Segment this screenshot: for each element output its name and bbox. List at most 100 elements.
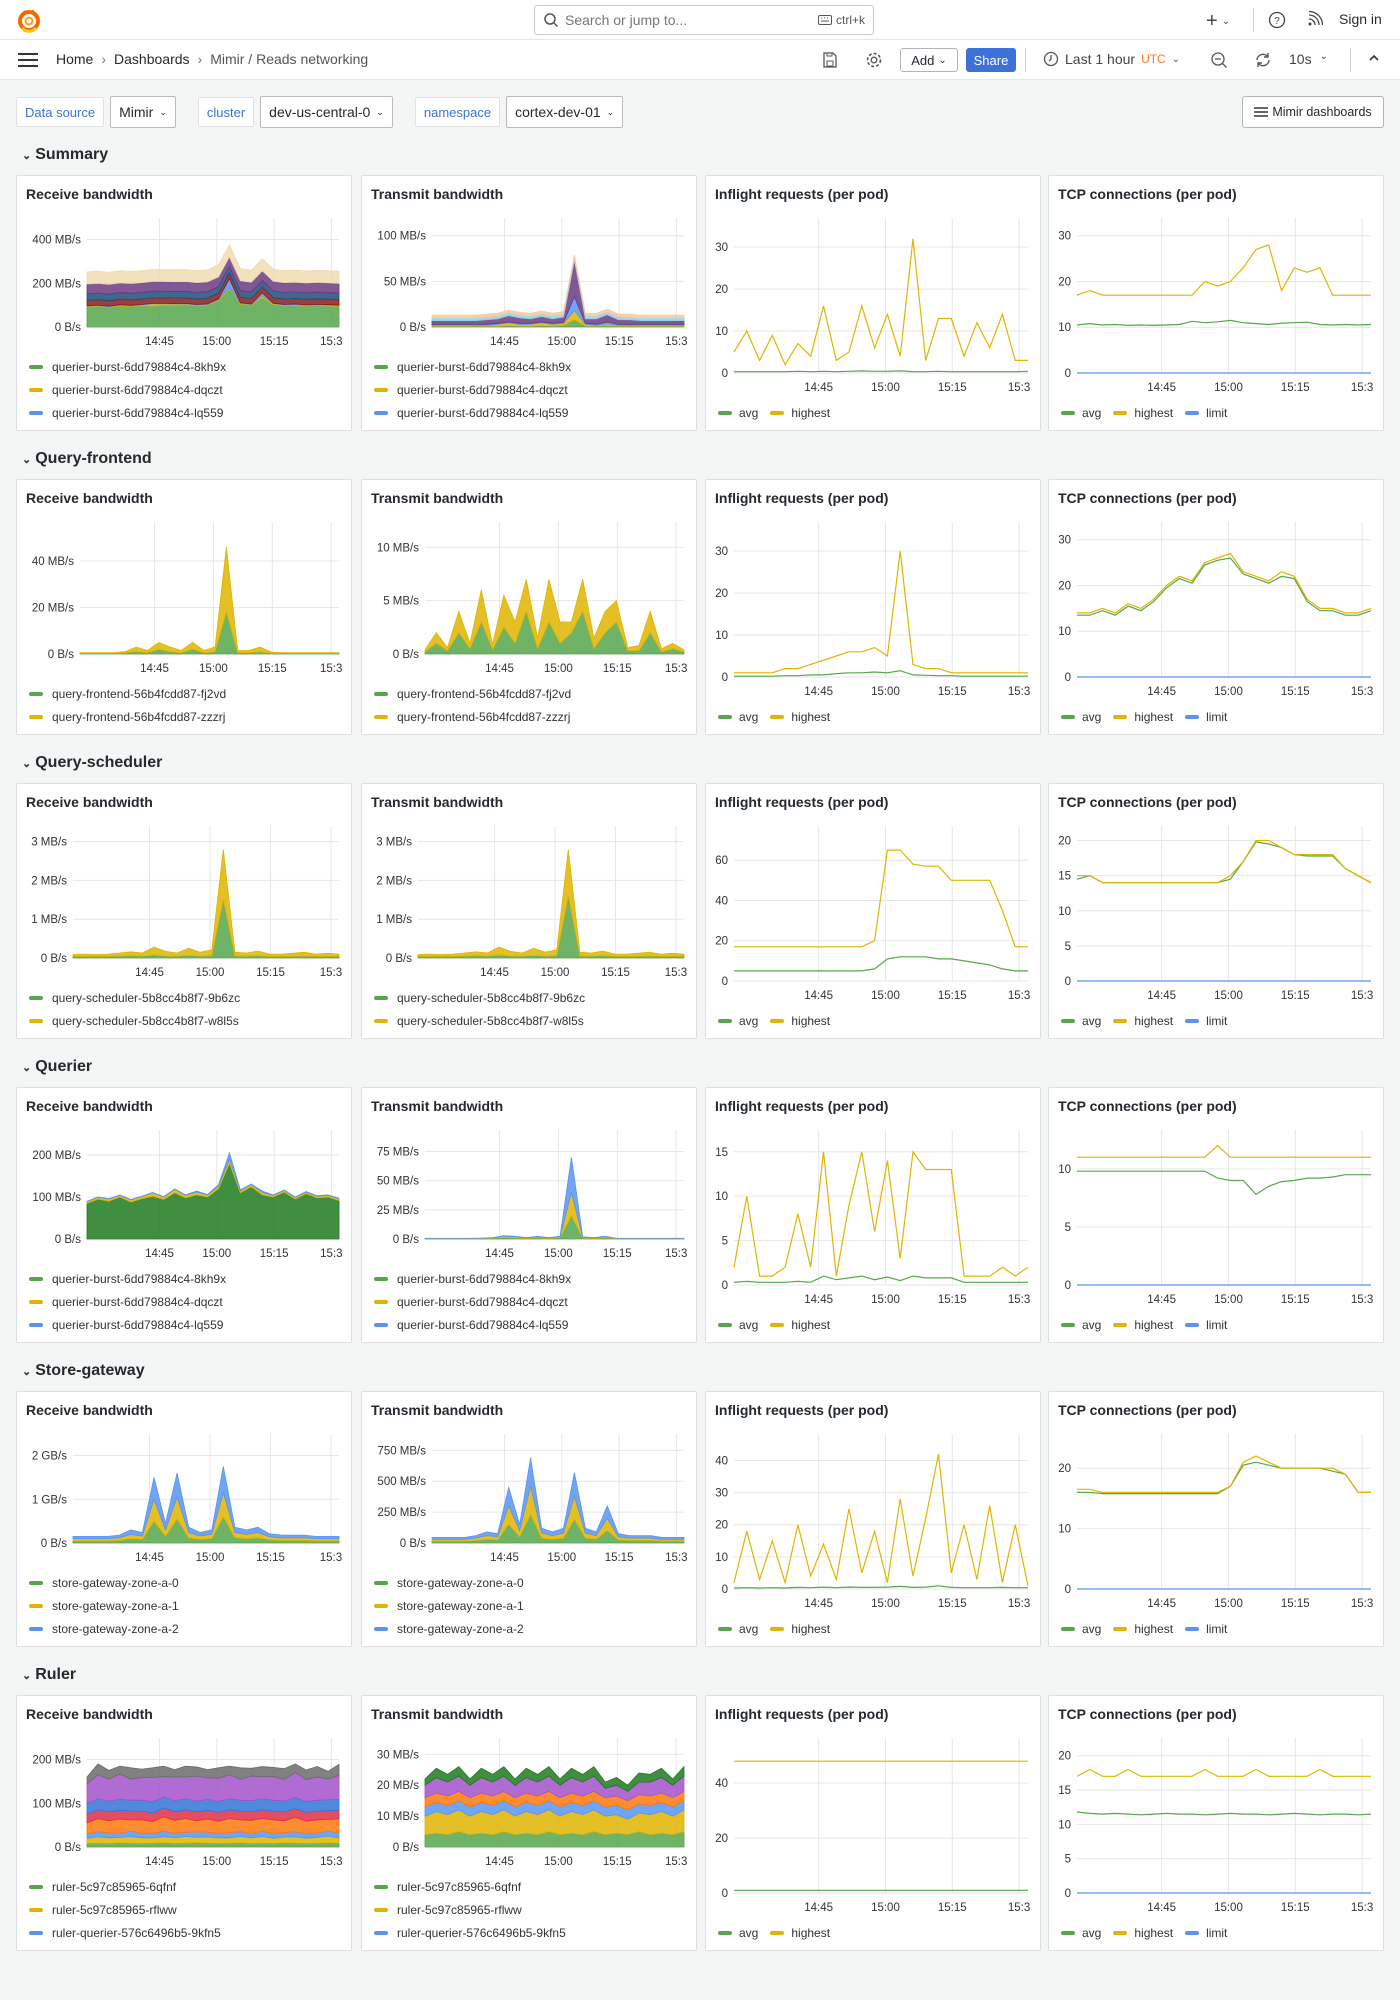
legend-item[interactable]: avg bbox=[718, 705, 758, 728]
legend-item[interactable]: highest bbox=[770, 1009, 830, 1032]
help-icon[interactable]: ? bbox=[1268, 11, 1286, 29]
legend-item[interactable]: querier-burst-6dd79884c4-lq559 bbox=[374, 1313, 571, 1336]
legend-item[interactable]: query-scheduler-5b8cc4b8f7-9b6zc bbox=[29, 986, 240, 1009]
panel-title[interactable]: Receive bandwidth bbox=[26, 186, 153, 202]
panel-title[interactable]: Transmit bandwidth bbox=[371, 1706, 504, 1722]
legend-item[interactable]: ruler-5c97c85965-6qfnf bbox=[29, 1875, 221, 1898]
panel-title[interactable]: Inflight requests (per pod) bbox=[715, 1098, 889, 1114]
legend-item[interactable]: ruler-5c97c85965-rflww bbox=[374, 1898, 566, 1921]
legend-item[interactable]: ruler-querier-576c6496b5-9kfn5 bbox=[29, 1921, 221, 1944]
legend-item[interactable]: query-scheduler-5b8cc4b8f7-w8l5s bbox=[29, 1009, 240, 1032]
legend-item[interactable]: highest bbox=[1113, 705, 1173, 728]
legend-item[interactable]: highest bbox=[770, 1313, 830, 1336]
panel-title[interactable]: Transmit bandwidth bbox=[371, 1098, 504, 1114]
legend-item[interactable]: highest bbox=[1113, 1617, 1173, 1640]
section-header-summary[interactable]: ⌄ Summary bbox=[22, 146, 108, 164]
legend-item[interactable]: avg bbox=[718, 1921, 758, 1944]
legend-item[interactable]: querier-burst-6dd79884c4-dqczt bbox=[374, 378, 571, 401]
section-header-query-scheduler[interactable]: ⌄ Query-scheduler bbox=[22, 754, 162, 772]
legend-item[interactable]: avg bbox=[1061, 1617, 1101, 1640]
new-plus-icon[interactable]: + ⌄ bbox=[1206, 10, 1231, 32]
section-header-store-gateway[interactable]: ⌄ Store-gateway bbox=[22, 1362, 145, 1380]
legend-item[interactable]: querier-burst-6dd79884c4-lq559 bbox=[29, 401, 226, 424]
legend-item[interactable]: querier-burst-6dd79884c4-dqczt bbox=[29, 378, 226, 401]
legend-item[interactable]: limit bbox=[1185, 1009, 1227, 1032]
legend-item[interactable]: avg bbox=[718, 1617, 758, 1640]
legend-item[interactable]: store-gateway-zone-a-0 bbox=[374, 1571, 524, 1594]
panel-title[interactable]: Inflight requests (per pod) bbox=[715, 490, 889, 506]
legend-item[interactable]: query-frontend-56b4fcdd87-fj2vd bbox=[29, 682, 226, 705]
panel-title[interactable]: TCP connections (per pod) bbox=[1058, 186, 1237, 202]
add-button[interactable]: Add ⌄ bbox=[900, 48, 958, 72]
news-feed-icon[interactable] bbox=[1307, 11, 1323, 27]
legend-item[interactable]: store-gateway-zone-a-1 bbox=[374, 1594, 524, 1617]
legend-item[interactable]: ruler-5c97c85965-6qfnf bbox=[374, 1875, 566, 1898]
panel-title[interactable]: Receive bandwidth bbox=[26, 490, 153, 506]
section-header-ruler[interactable]: ⌄ Ruler bbox=[22, 1666, 76, 1684]
legend-item[interactable]: limit bbox=[1185, 705, 1227, 728]
section-header-querier[interactable]: ⌄ Querier bbox=[22, 1058, 92, 1076]
legend-item[interactable]: highest bbox=[1113, 1313, 1173, 1336]
legend-item[interactable]: highest bbox=[770, 705, 830, 728]
legend-item[interactable]: query-scheduler-5b8cc4b8f7-9b6zc bbox=[374, 986, 585, 1009]
legend-item[interactable]: query-frontend-56b4fcdd87-zzzrj bbox=[29, 705, 226, 728]
panel-title[interactable]: Inflight requests (per pod) bbox=[715, 1706, 889, 1722]
panel-title[interactable]: Receive bandwidth bbox=[26, 1098, 153, 1114]
panel-title[interactable]: TCP connections (per pod) bbox=[1058, 1706, 1237, 1722]
legend-item[interactable]: limit bbox=[1185, 1313, 1227, 1336]
legend-item[interactable]: querier-burst-6dd79884c4-dqczt bbox=[29, 1290, 226, 1313]
panel-title[interactable]: TCP connections (per pod) bbox=[1058, 490, 1237, 506]
legend-item[interactable]: highest bbox=[1113, 1921, 1173, 1944]
time-range-picker[interactable]: Last 1 hour UTC ⌄ bbox=[1043, 51, 1180, 67]
breadcrumb-home[interactable]: Home bbox=[56, 51, 94, 67]
panel-title[interactable]: Inflight requests (per pod) bbox=[715, 794, 889, 810]
panel-title[interactable]: Transmit bandwidth bbox=[371, 1402, 504, 1418]
legend-item[interactable]: querier-burst-6dd79884c4-8kh9x bbox=[29, 1267, 226, 1290]
zoom-out-icon[interactable] bbox=[1210, 51, 1228, 69]
legend-item[interactable]: avg bbox=[718, 1009, 758, 1032]
panel-title[interactable]: TCP connections (per pod) bbox=[1058, 1402, 1237, 1418]
chevron-up-icon[interactable] bbox=[1368, 52, 1380, 64]
legend-item[interactable]: querier-burst-6dd79884c4-8kh9x bbox=[374, 1267, 571, 1290]
legend-item[interactable]: avg bbox=[1061, 1009, 1101, 1032]
cluster-select[interactable]: dev-us-central-0 ⌄ bbox=[260, 96, 393, 128]
panel-title[interactable]: TCP connections (per pod) bbox=[1058, 1098, 1237, 1114]
legend-item[interactable]: querier-burst-6dd79884c4-dqczt bbox=[374, 1290, 571, 1313]
datasource-select[interactable]: Mimir ⌄ bbox=[110, 96, 176, 128]
search-input[interactable]: Search or jump to... ctrl+k bbox=[534, 5, 874, 35]
legend-item[interactable]: querier-burst-6dd79884c4-8kh9x bbox=[29, 355, 226, 378]
legend-item[interactable]: querier-burst-6dd79884c4-lq559 bbox=[29, 1313, 226, 1336]
legend-item[interactable]: querier-burst-6dd79884c4-lq559 bbox=[374, 401, 571, 424]
sign-in-link[interactable]: Sign in bbox=[1339, 11, 1382, 27]
panel-title[interactable]: Transmit bandwidth bbox=[371, 490, 504, 506]
panel-title[interactable]: Receive bandwidth bbox=[26, 1402, 153, 1418]
grafana-logo-icon[interactable] bbox=[16, 7, 42, 33]
legend-item[interactable]: limit bbox=[1185, 401, 1227, 424]
legend-item[interactable]: avg bbox=[1061, 1921, 1101, 1944]
legend-item[interactable]: store-gateway-zone-a-0 bbox=[29, 1571, 179, 1594]
legend-item[interactable]: limit bbox=[1185, 1921, 1227, 1944]
settings-gear-icon[interactable] bbox=[865, 51, 883, 69]
legend-item[interactable]: query-scheduler-5b8cc4b8f7-w8l5s bbox=[374, 1009, 585, 1032]
legend-item[interactable]: avg bbox=[718, 1313, 758, 1336]
panel-title[interactable]: Inflight requests (per pod) bbox=[715, 1402, 889, 1418]
legend-item[interactable]: store-gateway-zone-a-2 bbox=[374, 1617, 524, 1640]
legend-item[interactable]: store-gateway-zone-a-1 bbox=[29, 1594, 179, 1617]
legend-item[interactable]: query-frontend-56b4fcdd87-zzzrj bbox=[374, 705, 571, 728]
legend-item[interactable]: avg bbox=[1061, 1313, 1101, 1336]
mimir-dashboards-button[interactable]: Mimir dashboards bbox=[1242, 96, 1384, 128]
save-icon[interactable] bbox=[822, 52, 838, 68]
legend-item[interactable]: highest bbox=[1113, 1009, 1173, 1032]
refresh-interval-picker[interactable]: 10s ⌄ bbox=[1289, 51, 1328, 67]
legend-item[interactable]: store-gateway-zone-a-2 bbox=[29, 1617, 179, 1640]
panel-title[interactable]: Transmit bandwidth bbox=[371, 186, 504, 202]
legend-item[interactable]: ruler-querier-576c6496b5-9kfn5 bbox=[374, 1921, 566, 1944]
section-header-query-frontend[interactable]: ⌄ Query-frontend bbox=[22, 450, 152, 468]
panel-title[interactable]: Transmit bandwidth bbox=[371, 794, 504, 810]
share-button[interactable]: Share bbox=[966, 48, 1016, 72]
legend-item[interactable]: avg bbox=[1061, 705, 1101, 728]
panel-title[interactable]: Receive bandwidth bbox=[26, 1706, 153, 1722]
legend-item[interactable]: highest bbox=[770, 1921, 830, 1944]
breadcrumb-dashboards[interactable]: Dashboards bbox=[114, 51, 190, 67]
panel-title[interactable]: TCP connections (per pod) bbox=[1058, 794, 1237, 810]
